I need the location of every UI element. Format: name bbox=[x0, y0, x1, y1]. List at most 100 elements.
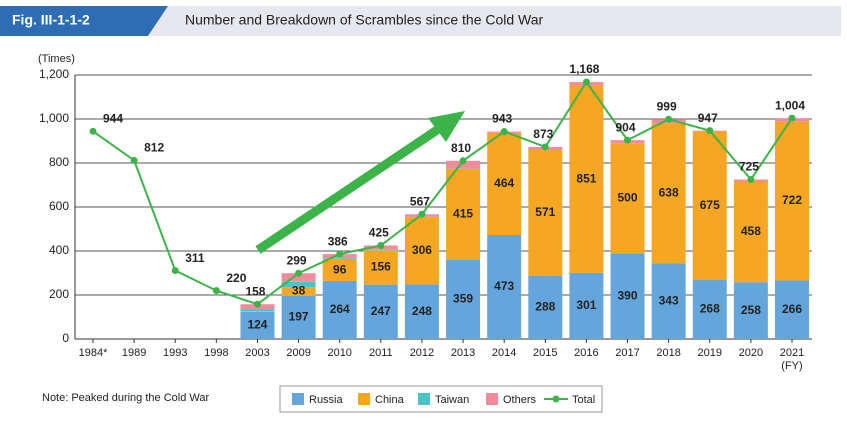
x-tick-label: 1993 bbox=[163, 347, 187, 359]
bar-segment bbox=[363, 250, 398, 285]
segment-label: 390 bbox=[618, 288, 638, 302]
legend-label: Taiwan bbox=[435, 394, 469, 406]
bar-segment bbox=[733, 181, 768, 283]
segment-label: 247 bbox=[371, 304, 391, 318]
total-point bbox=[582, 78, 590, 86]
legend-swatch bbox=[358, 393, 370, 405]
y-tick-label: 600 bbox=[49, 199, 69, 213]
x-tick-label: 2017 bbox=[615, 347, 639, 359]
x-tick-label: 2016 bbox=[574, 347, 598, 359]
trend-arrow bbox=[255, 111, 465, 254]
x-tick-label: 2020 bbox=[739, 347, 763, 359]
y-tick-label: 0 bbox=[62, 331, 69, 345]
x-tick-label: 2012 bbox=[410, 347, 434, 359]
x-tick-label: 2011 bbox=[369, 347, 393, 359]
total-point bbox=[500, 128, 508, 136]
segment-label: 343 bbox=[659, 293, 679, 307]
total-point bbox=[788, 114, 796, 122]
bar-segment bbox=[404, 217, 439, 285]
x-tick-label: 2003 bbox=[245, 347, 269, 359]
segment-label: 96 bbox=[333, 263, 347, 277]
bar-segment bbox=[322, 258, 357, 260]
bar-segment bbox=[651, 263, 686, 339]
total-label: 1,004 bbox=[775, 98, 805, 112]
x-tick-label: 2015 bbox=[533, 347, 557, 359]
x-tick-label: 1998 bbox=[204, 347, 228, 359]
segment-label: 473 bbox=[494, 279, 514, 293]
arrow-shaft bbox=[255, 124, 443, 254]
total-label: 311 bbox=[185, 251, 205, 265]
bar-segment bbox=[610, 143, 645, 254]
note: Note: Peaked during the Cold War bbox=[42, 392, 209, 404]
segment-label: 571 bbox=[535, 205, 555, 219]
fig-number: Fig. III-1-1-2 bbox=[12, 12, 90, 28]
total-label: 1,168 bbox=[569, 62, 599, 76]
legend-swatch bbox=[486, 393, 498, 405]
bar-segment bbox=[363, 284, 398, 339]
total-point bbox=[89, 127, 97, 135]
y-tick-label: 800 bbox=[49, 155, 69, 169]
total-line bbox=[92, 80, 793, 306]
total-label: 425 bbox=[369, 226, 389, 240]
legend-swatch bbox=[292, 393, 304, 405]
y-tick-label: 1,200 bbox=[39, 67, 69, 81]
bar-segment bbox=[487, 234, 522, 339]
segment-label: 306 bbox=[412, 243, 432, 257]
segment-label: 197 bbox=[289, 310, 309, 324]
segment-label: 124 bbox=[247, 318, 267, 332]
segment-label: 268 bbox=[700, 302, 720, 316]
bar-segment bbox=[446, 168, 481, 261]
segment-label: 38 bbox=[292, 284, 306, 298]
plot: 0 200 400 600 800 1,000 1,200 1984* 1989 1993 1998… bbox=[39, 62, 812, 406]
segment-label: 264 bbox=[330, 302, 350, 316]
y-tick-label: 200 bbox=[49, 287, 69, 301]
legend-marker bbox=[552, 395, 560, 403]
bar-segment bbox=[610, 253, 645, 339]
total-label: 947 bbox=[698, 111, 718, 125]
x-tick-label: 1989 bbox=[122, 347, 146, 359]
x-tick-label: 2019 bbox=[698, 347, 722, 359]
total-label: 812 bbox=[144, 141, 164, 155]
x-tick-label: 2010 bbox=[327, 347, 351, 359]
total-point bbox=[624, 136, 632, 144]
bar-segment bbox=[446, 260, 481, 339]
legend-label: China bbox=[375, 394, 405, 406]
legend-swatch bbox=[418, 393, 430, 405]
total-point bbox=[747, 176, 755, 183]
bar-segment bbox=[692, 131, 727, 281]
legend-label: Others bbox=[503, 394, 537, 406]
segment-label: 415 bbox=[453, 207, 473, 221]
bar-segment bbox=[569, 272, 604, 339]
total-point bbox=[418, 210, 426, 218]
total-point bbox=[171, 267, 179, 275]
x-tick-label: 1984* bbox=[79, 347, 108, 359]
y-axis-label: (Times) bbox=[38, 53, 75, 65]
bar-segment bbox=[733, 282, 768, 339]
bar-segment bbox=[775, 121, 809, 281]
fig-box bbox=[0, 6, 168, 36]
segment-label: 722 bbox=[782, 193, 802, 207]
segment-label: 675 bbox=[700, 198, 720, 212]
x-tick-label: 2021 bbox=[780, 347, 804, 359]
x-tick-label: 2014 bbox=[492, 347, 516, 359]
bar-segment bbox=[322, 280, 357, 339]
total-label: 158 bbox=[245, 284, 265, 298]
segment-label: 301 bbox=[576, 298, 596, 312]
bar-segment bbox=[569, 85, 604, 273]
segment-label: 258 bbox=[741, 303, 761, 317]
segment-label: 458 bbox=[741, 224, 761, 238]
bar-segment bbox=[240, 311, 275, 339]
segment-label: 156 bbox=[371, 260, 391, 274]
segment-label: 359 bbox=[453, 292, 473, 306]
bar-segment bbox=[651, 123, 686, 264]
y-tick-label: 1,000 bbox=[39, 111, 69, 125]
bar-segment bbox=[528, 275, 563, 339]
bar-segment bbox=[404, 284, 439, 339]
segment-label: 248 bbox=[412, 304, 432, 318]
bar-segment bbox=[528, 150, 563, 276]
bar-segment bbox=[363, 249, 398, 251]
x-tick-label: 2009 bbox=[286, 347, 310, 359]
total-point bbox=[459, 157, 467, 165]
total-label: 567 bbox=[410, 194, 430, 208]
